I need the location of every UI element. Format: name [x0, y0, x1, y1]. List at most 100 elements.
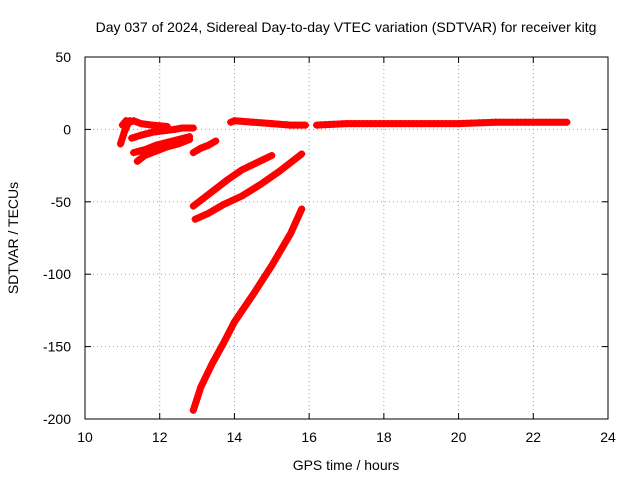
data-point-marker [145, 150, 152, 158]
data-point-marker [189, 149, 197, 157]
data-point-marker [141, 130, 149, 138]
data-point-marker [194, 391, 202, 399]
data-point-marker [225, 329, 233, 337]
data-point-marker [167, 142, 175, 150]
data-point-marker [208, 207, 216, 215]
data-point-marker [178, 138, 186, 146]
data-point-marker [130, 149, 138, 157]
data-point-marker [128, 134, 136, 142]
data-point-marker [206, 364, 214, 372]
data-point-marker [298, 150, 306, 158]
data-point-marker [563, 118, 571, 126]
data-point-marker [270, 258, 278, 266]
data-point-marker [249, 161, 257, 168]
y-tick-label: 0 [63, 121, 71, 137]
data-point-marker [159, 144, 167, 152]
y-tick-label: -50 [51, 194, 71, 210]
chart-title: Day 037 of 2024, Sidereal Day-to-day VTE… [96, 19, 597, 35]
data-point-marker [227, 118, 235, 126]
data-point-marker [212, 137, 220, 145]
data-point-marker [171, 141, 179, 149]
x-tick-label: 16 [301, 429, 317, 445]
data-point-marker [245, 162, 253, 170]
data-point-marker [202, 372, 210, 380]
data-point-marker [137, 147, 145, 155]
plot-frame [84, 56, 609, 420]
x-tick-label: 24 [600, 429, 616, 445]
data-point-marker [204, 141, 212, 149]
data-point-marker [201, 211, 209, 219]
data-point-marker [156, 146, 164, 154]
data-point-marker [296, 209, 304, 217]
x-tick-label: 12 [152, 429, 168, 445]
data-point-marker [242, 164, 250, 172]
y-tick-label: -200 [43, 411, 71, 427]
data-point-marker [216, 203, 223, 211]
data-point-marker [141, 152, 149, 159]
data-point-marker [221, 336, 229, 344]
y-axis-title: SDTVAR / TECUs [5, 182, 21, 294]
data-point-marker [208, 139, 216, 147]
data-point-marker [198, 212, 206, 220]
data-point-marker [253, 159, 261, 167]
x-tick-label: 18 [376, 429, 392, 445]
data-point-marker [268, 152, 276, 159]
data-point-marker [192, 399, 200, 407]
axis-ticks [84, 56, 609, 420]
data-point-marker [249, 185, 257, 193]
tick-labels: 10 12 14 16 18 20 22 24 50 0 -50 -100 -150 -200 [43, 49, 616, 445]
data-point-marker [137, 154, 145, 162]
data-point-marker [122, 124, 130, 132]
data-point-marker [148, 149, 156, 157]
data-point-marker [193, 395, 201, 403]
data-point-marker [126, 117, 134, 125]
data-point-marker [227, 197, 235, 205]
data-point-marker [230, 196, 238, 203]
data-point-marker [199, 379, 207, 387]
data-point-marker [204, 209, 212, 217]
data-point-marker [201, 143, 208, 151]
data-point-marker [195, 214, 202, 222]
data-point-marker [257, 157, 265, 165]
data-point-marker [137, 131, 145, 139]
data-point-marker [204, 368, 212, 376]
data-point-marker [174, 140, 182, 148]
data-point-marker [219, 201, 227, 209]
data-point-marker [189, 124, 197, 132]
data-point-marker [234, 194, 242, 202]
data-point-marker [193, 146, 201, 154]
data-point-marker [227, 325, 235, 333]
x-tick-label: 22 [525, 429, 541, 445]
data-point-marker [287, 230, 294, 238]
x-tick-label: 14 [227, 429, 243, 445]
data-point-marker [132, 133, 140, 141]
data-point-marker [223, 199, 231, 207]
y-tick-label: -100 [43, 266, 71, 282]
x-tick-label: 20 [451, 429, 467, 445]
data-point-marker [280, 240, 288, 248]
data-point-marker [191, 215, 199, 223]
data-point-marker [120, 128, 128, 136]
data-point-marker [242, 190, 250, 198]
data-point-marker [182, 137, 190, 145]
data-point-marker [238, 166, 246, 174]
data-points [117, 117, 571, 414]
data-point-marker [152, 147, 160, 155]
data-point-marker [133, 118, 141, 126]
data-point-marker [238, 192, 246, 200]
data-point-marker [223, 333, 231, 340]
y-tick-label: -150 [43, 339, 71, 355]
x-axis-title: GPS time / hours [293, 457, 400, 473]
data-point-marker [133, 157, 141, 165]
data-point-marker [133, 148, 141, 156]
data-point-marker [189, 406, 197, 414]
data-point-marker [245, 187, 253, 195]
data-point-marker [191, 403, 199, 410]
data-point-marker [276, 247, 284, 255]
x-tick-label: 10 [77, 429, 93, 445]
data-point-marker [219, 340, 227, 348]
data-point-marker [186, 136, 194, 143]
data-point-marker [260, 155, 268, 163]
